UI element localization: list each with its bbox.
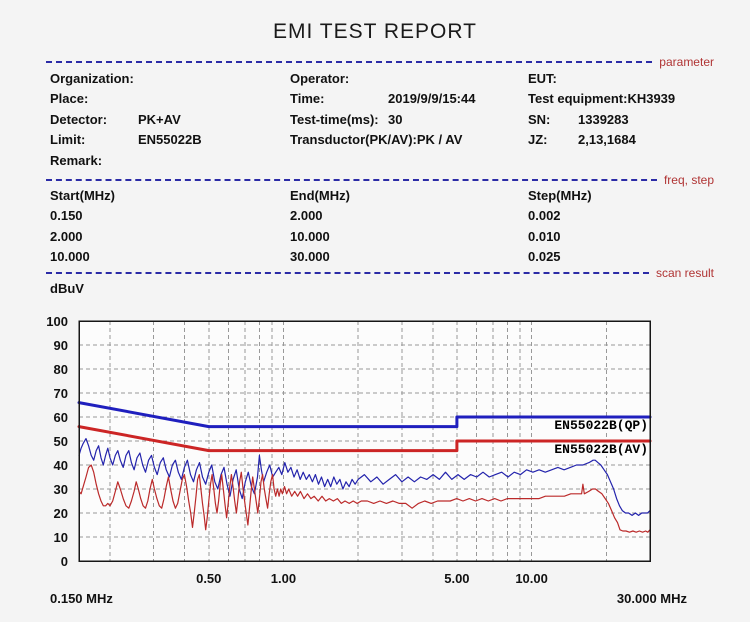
freq-col-header: Step(MHz) <box>528 188 592 203</box>
field-row: Limit: EN55022B <box>50 130 202 150</box>
divider-line <box>46 272 649 274</box>
field-label: Remark: <box>50 152 103 168</box>
plot-frame <box>78 320 651 562</box>
y-tick-label: 100 <box>46 314 68 329</box>
freq-col-header: End(MHz) <box>290 188 350 203</box>
field-label: EUT: <box>528 71 557 86</box>
field-value: 2019/9/9/15:44 <box>388 91 476 107</box>
x-tick-label: 1.00 <box>271 571 296 586</box>
divider-line <box>46 61 653 63</box>
freq-col-start: Start(MHz) 0.150 2.000 10.000 <box>50 186 115 268</box>
y-tick-label: 80 <box>54 362 68 377</box>
x-axis-end-label: 30.000 MHz <box>617 591 688 606</box>
field-value: 2,13,1684 <box>578 132 636 148</box>
freq-step-section: Start(MHz) 0.150 2.000 10.000 End(MHz) 2.000… <box>50 186 750 270</box>
freq-cell: 30.000 <box>290 249 330 265</box>
freq-col-header: Start(MHz) <box>50 188 115 203</box>
y-tick-label: 40 <box>54 458 68 473</box>
divider-line <box>46 179 657 181</box>
parameter-col-1: Organization: Place: Detector: PK+AV Limit: E… <box>50 69 202 171</box>
field-value: EN55022B <box>138 132 202 148</box>
y-tick-label: 60 <box>54 410 68 425</box>
section-label-scan-result: scan result <box>655 266 714 280</box>
section-label-parameter: parameter <box>659 55 714 69</box>
scan-trace-pk-scan <box>78 438 651 516</box>
parameter-col-2: Operator: Time: 2019/9/9/15:44 Test-time(ms… <box>290 69 475 151</box>
limit-line-en55022b-av-limit <box>77 425 652 453</box>
field-value: 1339283 <box>578 111 629 127</box>
field-row: Test-time(ms): 30 <box>290 110 475 130</box>
freq-cell: 2.000 <box>290 208 323 224</box>
field-row: Detector: PK+AV <box>50 110 202 130</box>
field-row: Operator: <box>290 69 475 89</box>
field-value: KH3939 <box>627 91 676 107</box>
y-tick-label: 90 <box>54 338 68 353</box>
field-label: SN: <box>528 111 551 127</box>
field-label: Limit: <box>50 132 86 148</box>
field-label: Place: <box>50 91 89 107</box>
y-tick-label: 10 <box>54 530 68 545</box>
field-row: Place: <box>50 89 202 109</box>
field-label: Test equipment: <box>528 91 628 107</box>
scan-trace-av-scan <box>78 464 651 533</box>
field-row: SN: 1339283 <box>528 110 675 130</box>
freq-cell: 10.000 <box>50 249 90 265</box>
field-label: Organization: <box>50 71 134 86</box>
field-label: JZ: <box>528 132 548 148</box>
y-tick-label: 50 <box>54 434 68 449</box>
x-tick-label: 5.00 <box>444 571 469 586</box>
y-axis-tick-labels: 0 10 20 30 40 50 60 70 80 90 100 <box>46 314 68 569</box>
field-row: Organization: <box>50 69 202 89</box>
freq-cell: 0.010 <box>528 228 561 244</box>
freq-cell: 2.000 <box>50 228 83 244</box>
page-title: EMI TEST REPORT <box>272 20 478 43</box>
freq-cell: 10.000 <box>290 228 330 244</box>
y-tick-label: 70 <box>54 386 68 401</box>
freq-cell: 0.025 <box>528 249 561 265</box>
legend: EN55022B(QP) EN55022B(AV) <box>551 418 650 457</box>
freq-col-step: Step(MHz) 0.002 0.010 0.025 <box>528 186 592 268</box>
y-tick-label: 20 <box>54 506 68 521</box>
y-tick-label: 0 <box>61 554 68 569</box>
field-row: JZ: 2,13,1684 <box>528 130 675 150</box>
y-tick-label: 30 <box>54 482 68 497</box>
parameter-section: Organization: Place: Detector: PK+AV Limit: E… <box>50 69 750 173</box>
field-value: PK+AV <box>138 111 181 127</box>
parameter-col-3: EUT: Test equipment:KH3939 SN: 1339283 JZ: 2,… <box>528 69 675 151</box>
freq-cell: 0.002 <box>528 208 561 224</box>
legend-label-bg <box>551 418 650 432</box>
field-label: Operator: <box>290 71 350 86</box>
section-divider-parameter: parameter <box>46 55 714 69</box>
field-label: Detector: <box>50 111 108 127</box>
section-divider-scan-result: scan result <box>46 266 714 280</box>
field-value: PK / AV <box>416 132 463 148</box>
field-label: Test-time(ms): <box>290 111 379 127</box>
field-label: Transductor(PK/AV): <box>290 132 417 148</box>
section-label-freq-step: freq, step <box>663 173 714 187</box>
field-label: Time: <box>290 91 325 107</box>
x-tick-label: 10.00 <box>515 571 548 586</box>
freq-col-end: End(MHz) 2.000 10.000 30.000 <box>290 186 350 268</box>
legend-label-bg <box>551 442 650 456</box>
limit-line-en55022b-qp-limit <box>77 401 652 429</box>
field-row: EUT: <box>528 69 675 89</box>
x-axis-start-label: 0.150 MHz <box>50 591 113 606</box>
field-row: Transductor(PK/AV):PK / AV <box>290 130 475 150</box>
section-divider-freq-step: freq, step <box>46 173 714 187</box>
x-axis-tick-labels: 0.50 1.00 5.00 10.00 <box>196 571 548 586</box>
field-row: Test equipment:KH3939 <box>528 89 675 109</box>
freq-cell: 0.150 <box>50 208 83 224</box>
legend-label: EN55022B(QP) <box>554 418 648 433</box>
field-row: Remark: <box>50 151 202 171</box>
field-value: 30 <box>388 111 403 127</box>
x-tick-label: 0.50 <box>196 571 221 586</box>
legend-label: EN55022B(AV) <box>554 442 648 457</box>
field-row: Time: 2019/9/9/15:44 <box>290 89 475 109</box>
y-axis-unit-label: dBuV <box>50 281 84 296</box>
